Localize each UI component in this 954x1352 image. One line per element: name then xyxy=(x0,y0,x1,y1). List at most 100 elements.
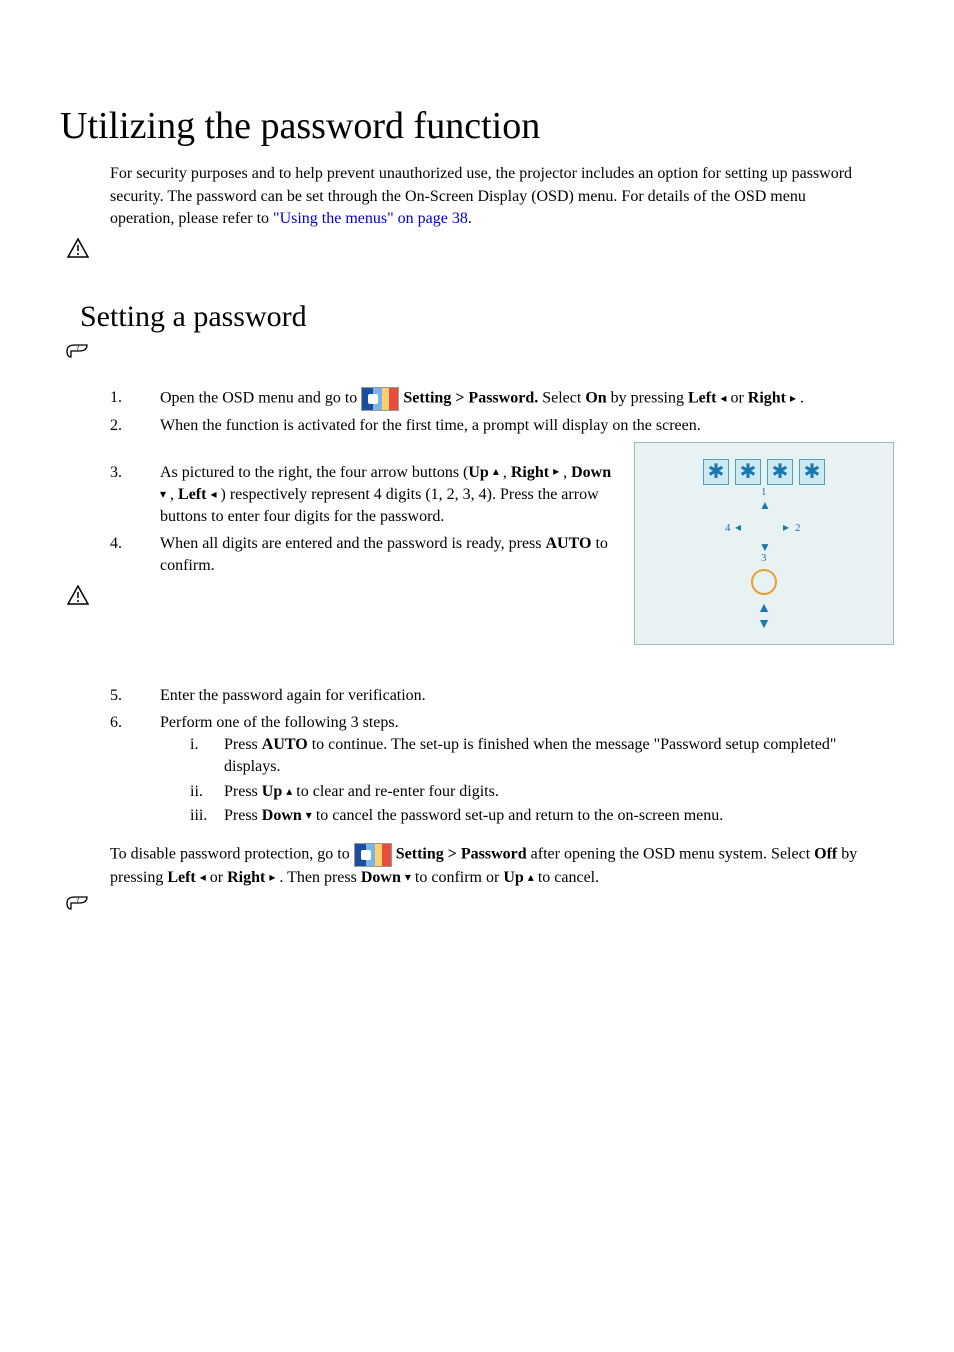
s3-a: As pictured to the right, the four arrow… xyxy=(160,464,468,481)
step-1-body: Open the OSD menu and go to Setting > Pa… xyxy=(160,387,894,411)
s6i-num: i. xyxy=(190,734,224,779)
s1-right: Right xyxy=(748,390,786,407)
step-2-num: 2. xyxy=(110,415,160,437)
s6ii-b: to clear and re-enter four digits. xyxy=(292,783,499,800)
s6i-b: to continue. The set-up is finished when… xyxy=(224,736,836,775)
down-arrow-icon-2: ▾ xyxy=(306,807,312,824)
s6ii-a: Press xyxy=(224,783,262,800)
dis-a: To disable password protection, go to xyxy=(110,846,354,863)
s1-text-c: Select xyxy=(538,390,585,407)
note-row-2: f xyxy=(60,894,894,919)
password-digit-boxes: ✱ ✱ ✱ ✱ xyxy=(647,459,881,485)
right-arrow-icon-3: ▸ xyxy=(269,869,275,886)
right-arrow-icon-2: ▸ xyxy=(553,463,559,480)
step-5: 5. Enter the password again for verifica… xyxy=(110,685,894,707)
dis-left: Left xyxy=(167,869,195,886)
step-6: 6. Perform one of the following 3 steps.… xyxy=(110,712,894,830)
step-1-num: 1. xyxy=(110,387,160,411)
dis-up: Up xyxy=(503,869,523,886)
step-3: 3. As pictured to the right, the four ar… xyxy=(110,462,614,529)
s3-down: Down xyxy=(571,464,611,481)
s1-text-d: by pressing xyxy=(607,390,688,407)
section-heading: Setting a password xyxy=(80,296,894,338)
pw-circle-icon xyxy=(751,569,777,595)
step-6i: i. Press AUTO to continue. The set-up is… xyxy=(190,734,894,779)
step-6ii: ii. Press Up ▴ to clear and re-enter fou… xyxy=(190,781,894,803)
dis-f: to confirm or xyxy=(411,869,503,886)
s6i-body: Press AUTO to continue. The set-up is fi… xyxy=(224,734,894,779)
pw-n3: 3 xyxy=(761,551,767,566)
settings-menu-icon-2 xyxy=(354,843,392,867)
pw-digit-2: ✱ xyxy=(735,459,761,485)
warning-row-2 xyxy=(60,585,614,612)
step-6-num: 6. xyxy=(110,712,160,830)
s6iii-a: Press xyxy=(224,807,262,824)
pw-digit-4: ✱ xyxy=(799,459,825,485)
note-icon-2: f xyxy=(60,894,96,919)
pw-n2: 2 xyxy=(795,521,801,536)
dis-right: Right xyxy=(227,869,265,886)
step-5-num: 5. xyxy=(110,685,160,707)
s3-c3: , xyxy=(166,486,178,503)
pw-digit-3: ✱ xyxy=(767,459,793,485)
s1-on: On xyxy=(585,390,606,407)
step-3-num: 3. xyxy=(110,462,160,529)
s3-c2: , xyxy=(559,464,571,481)
pw-up-icon: ▲ xyxy=(759,497,771,514)
steps-56: 5. Enter the password again for verifica… xyxy=(110,685,894,829)
page-title: Utilizing the password function xyxy=(60,100,894,153)
dis-c: after opening the OSD menu system. Selec… xyxy=(527,846,815,863)
left-arrow-icon: ◂ xyxy=(720,390,726,407)
intro-part-1: For security purposes and to help preven… xyxy=(110,165,852,227)
s1-text-a: Open the OSD menu and go to xyxy=(160,390,361,407)
intro-part-2: . xyxy=(468,210,472,227)
step-1: 1. Open the OSD menu and go to Setting >… xyxy=(110,387,894,411)
dis-g: to cancel. xyxy=(534,869,599,886)
s4-auto: AUTO xyxy=(546,535,592,552)
s3-left: Left xyxy=(178,486,206,503)
pw-bottom-down-icon: ▼ xyxy=(647,617,881,634)
s1-text-e: . xyxy=(796,390,804,407)
up-arrow-icon-3: ▴ xyxy=(528,869,534,886)
s6iii-body: Press Down ▾ to cancel the password set-… xyxy=(224,805,894,827)
down-arrow-icon-3: ▾ xyxy=(405,869,411,886)
dis-down: Down xyxy=(361,869,401,886)
s6i-auto: AUTO xyxy=(262,736,308,753)
left-arrow-icon-3: ◂ xyxy=(200,869,206,886)
s6ii-num: ii. xyxy=(190,781,224,803)
pw-bottom-arrows: ▲ ▼ xyxy=(647,601,881,635)
step-5-body: Enter the password again for verificatio… xyxy=(160,685,894,707)
warning-icon-2 xyxy=(60,585,96,612)
dis-or: or xyxy=(206,869,227,886)
step-2: 2. When the function is activated for th… xyxy=(110,415,894,437)
s6ii-up: Up xyxy=(262,783,282,800)
dis-off: Off xyxy=(814,846,837,863)
link-using-menus[interactable]: "Using the menus" on page 38 xyxy=(273,210,468,227)
pw-right-icon: ▸ xyxy=(783,519,789,536)
password-diamond: 1 ▲ 4 ◂ ▸ 2 ▼ 3 xyxy=(719,491,809,561)
steps-list: 1. Open the OSD menu and go to Setting >… xyxy=(110,387,894,437)
step-3-body: As pictured to the right, the four arrow… xyxy=(160,462,614,529)
step-2-body: When the function is activated for the f… xyxy=(160,415,894,437)
s3-c1: , xyxy=(499,464,511,481)
s3-up: Up xyxy=(468,464,488,481)
s4-a: When all digits are entered and the pass… xyxy=(160,535,546,552)
step-6-body: Perform one of the following 3 steps. i.… xyxy=(160,712,894,830)
s1-or: or xyxy=(726,390,747,407)
up-arrow-icon-2: ▴ xyxy=(286,783,292,800)
s1-left: Left xyxy=(688,390,716,407)
steps-34: 3. As pictured to the right, the four ar… xyxy=(110,462,614,578)
dis-b: Setting > Password xyxy=(396,846,527,863)
step-6-sublist: i. Press AUTO to continue. The set-up is… xyxy=(190,734,894,828)
s6-text: Perform one of the following 3 steps. xyxy=(160,714,399,731)
note-row-1: f xyxy=(60,342,894,367)
s6i-a: Press xyxy=(224,736,262,753)
down-arrow-icon: ▾ xyxy=(160,486,166,503)
step-4-num: 4. xyxy=(110,533,160,578)
s6iii-num: iii. xyxy=(190,805,224,827)
up-arrow-icon: ▴ xyxy=(493,463,499,480)
pw-n4: 4 xyxy=(725,521,731,536)
left-arrow-icon-2: ◂ xyxy=(210,486,216,503)
pw-bottom-up-icon: ▲ xyxy=(647,601,881,618)
password-panel: ✱ ✱ ✱ ✱ 1 ▲ 4 ◂ ▸ 2 ▼ 3 ▲ ▼ xyxy=(634,442,894,646)
